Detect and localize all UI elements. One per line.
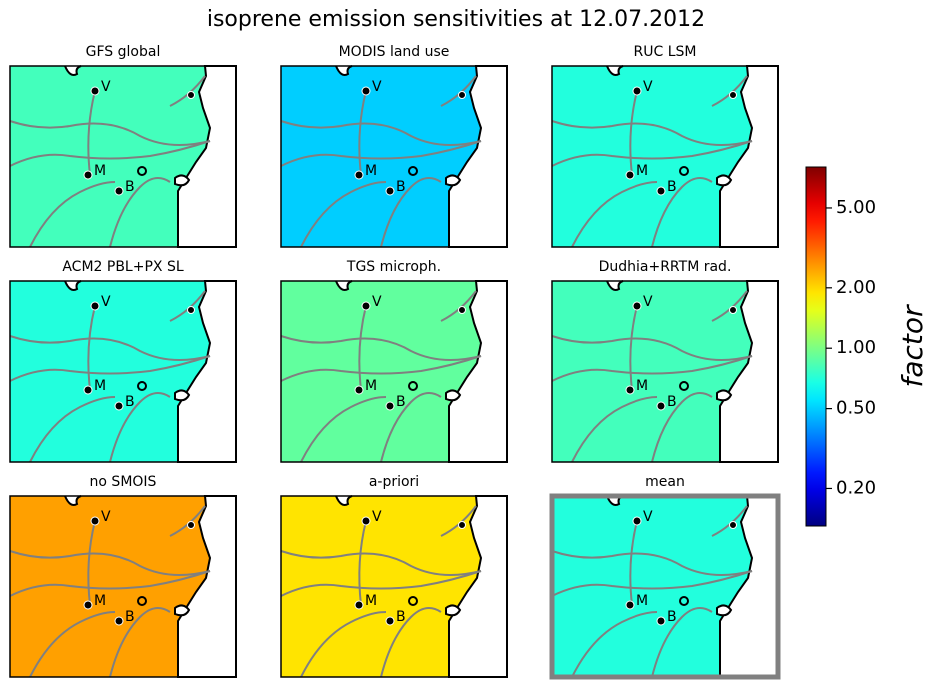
- site-marker: [385, 186, 395, 196]
- site-marker: [354, 385, 364, 395]
- site-marker: [656, 401, 666, 411]
- map-panel: V M B: [549, 493, 781, 680]
- site-marker: [83, 385, 93, 395]
- site-label: V: [643, 79, 653, 95]
- site-label: M: [365, 593, 377, 609]
- colorbar-tick-label: 1.00: [836, 337, 876, 358]
- map-panel: V M B: [280, 280, 508, 463]
- colorbar-tick-label: 2.00: [836, 277, 876, 298]
- site-label: V: [372, 79, 382, 95]
- panel-title: ACM2 PBL+PX SL: [62, 259, 183, 275]
- panel-frame: [549, 493, 781, 680]
- map-panel: V M B: [551, 65, 779, 248]
- panel-title: a-priori: [369, 474, 419, 490]
- colorbar: [805, 166, 827, 527]
- site-label: B: [125, 394, 135, 410]
- site-marker: [385, 616, 395, 626]
- site-marker: [625, 600, 635, 610]
- panel-title: no SMOIS: [90, 474, 157, 490]
- panel-frame: [9, 65, 237, 248]
- site-marker: [632, 516, 642, 526]
- panel-frame: [551, 65, 779, 248]
- site-marker: [83, 600, 93, 610]
- site-label: M: [365, 378, 377, 394]
- site-label: B: [125, 609, 135, 625]
- site-label: V: [101, 294, 111, 310]
- site-marker: [114, 401, 124, 411]
- colorbar-tick-label: 5.00: [836, 197, 876, 218]
- site-label: M: [636, 163, 648, 179]
- site-marker: [90, 86, 100, 96]
- panel-title: TGS microph.: [346, 259, 441, 275]
- panel-frame: [551, 280, 779, 463]
- site-marker: [361, 86, 371, 96]
- map-panel: V M B: [280, 495, 508, 678]
- panel-title: GFS global: [86, 44, 161, 60]
- panel-frame: [9, 495, 237, 678]
- site-marker: [656, 616, 666, 626]
- site-label: B: [667, 609, 677, 625]
- panel-title: MODIS land use: [339, 44, 450, 60]
- map-panel: V M B: [280, 65, 508, 248]
- site-marker: [385, 401, 395, 411]
- map-panel: V M B: [9, 495, 237, 678]
- site-label: M: [636, 378, 648, 394]
- site-marker: [625, 385, 635, 395]
- site-label: V: [643, 294, 653, 310]
- site-label: B: [667, 179, 677, 195]
- map-panel: V M B: [9, 280, 237, 463]
- site-marker: [90, 301, 100, 311]
- site-marker: [632, 301, 642, 311]
- site-label: B: [125, 179, 135, 195]
- site-label: B: [396, 179, 406, 195]
- site-label: M: [636, 593, 648, 609]
- site-label: B: [396, 609, 406, 625]
- site-marker: [354, 170, 364, 180]
- site-label: M: [365, 163, 377, 179]
- map-panel: V M B: [551, 280, 779, 463]
- figure-title: isoprene emission sensitivities at 12.07…: [207, 7, 705, 32]
- site-label: V: [101, 509, 111, 525]
- panel-title: Dudhia+RRTM rad.: [599, 259, 732, 275]
- site-label: V: [643, 509, 653, 525]
- site-marker: [656, 186, 666, 196]
- site-marker: [114, 186, 124, 196]
- site-label: M: [94, 163, 106, 179]
- site-label: M: [94, 593, 106, 609]
- panel-frame: [280, 280, 508, 463]
- site-label: B: [396, 394, 406, 410]
- map-panel: V M B: [9, 65, 237, 248]
- panel-frame: [280, 65, 508, 248]
- panel-title: mean: [645, 474, 685, 490]
- site-marker: [625, 170, 635, 180]
- site-marker: [114, 616, 124, 626]
- colorbar-label: factor: [896, 304, 926, 388]
- site-label: V: [101, 79, 111, 95]
- site-marker: [361, 516, 371, 526]
- site-marker: [632, 86, 642, 96]
- site-label: B: [667, 394, 677, 410]
- site-marker: [90, 516, 100, 526]
- site-marker: [361, 301, 371, 311]
- site-marker: [354, 600, 364, 610]
- panel-frame: [9, 280, 237, 463]
- panel-frame: [280, 495, 508, 678]
- site-label: V: [372, 294, 382, 310]
- site-label: V: [372, 509, 382, 525]
- site-marker: [83, 170, 93, 180]
- panel-title: RUC LSM: [634, 44, 697, 60]
- colorbar-tick-label: 0.20: [836, 477, 876, 498]
- colorbar-tick-label: 0.50: [836, 398, 876, 419]
- site-label: M: [94, 378, 106, 394]
